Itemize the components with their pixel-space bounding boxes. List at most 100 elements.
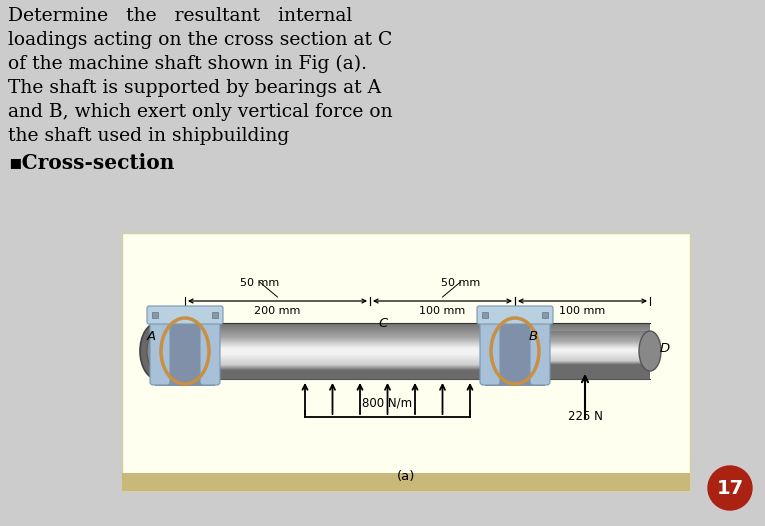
Bar: [537, 339, 650, 340]
Bar: [155, 368, 650, 369]
Bar: [537, 345, 650, 346]
Bar: [537, 359, 650, 360]
Bar: [537, 368, 650, 369]
Bar: [152, 312, 158, 318]
Text: 17: 17: [717, 479, 744, 498]
Bar: [155, 371, 650, 372]
Bar: [155, 354, 650, 355]
Bar: [155, 360, 650, 361]
Bar: [537, 348, 650, 349]
FancyBboxPatch shape: [150, 317, 170, 385]
Bar: [155, 345, 650, 346]
Bar: [537, 331, 650, 332]
Bar: [537, 347, 650, 348]
Text: A: A: [146, 330, 155, 343]
Bar: [155, 336, 650, 337]
Bar: [212, 312, 218, 318]
Bar: [155, 350, 650, 351]
Bar: [537, 346, 650, 347]
Bar: [155, 341, 650, 342]
Text: ▪Cross-section: ▪Cross-section: [8, 153, 174, 173]
Bar: [155, 349, 650, 350]
Bar: [537, 364, 650, 365]
Bar: [155, 337, 650, 338]
Bar: [122, 473, 690, 491]
Bar: [155, 323, 650, 324]
Bar: [155, 334, 650, 335]
Bar: [537, 333, 650, 334]
Bar: [155, 340, 650, 341]
FancyBboxPatch shape: [480, 317, 500, 385]
Text: 200 mm: 200 mm: [254, 306, 301, 316]
FancyBboxPatch shape: [200, 317, 220, 385]
Text: and B, which exert only vertical force on: and B, which exert only vertical force o…: [8, 103, 392, 121]
Bar: [155, 366, 650, 367]
Text: 225 N: 225 N: [568, 410, 602, 423]
FancyBboxPatch shape: [477, 306, 553, 324]
Bar: [155, 338, 650, 339]
Bar: [155, 356, 650, 357]
Bar: [537, 358, 650, 359]
Text: D: D: [660, 342, 670, 356]
Bar: [155, 369, 650, 370]
Bar: [542, 312, 548, 318]
Bar: [537, 353, 650, 354]
Bar: [537, 367, 650, 368]
FancyBboxPatch shape: [530, 317, 550, 385]
Text: 100 mm: 100 mm: [559, 306, 606, 316]
Bar: [155, 364, 650, 365]
Bar: [537, 356, 650, 357]
Bar: [537, 349, 650, 350]
Bar: [155, 358, 650, 359]
Bar: [155, 352, 650, 353]
Bar: [155, 324, 650, 325]
Bar: [155, 357, 650, 358]
Bar: [155, 346, 650, 347]
Bar: [155, 376, 650, 377]
Bar: [537, 370, 650, 371]
Text: 800 N/m: 800 N/m: [363, 396, 412, 409]
Bar: [537, 355, 650, 356]
Bar: [537, 343, 650, 344]
Bar: [155, 377, 650, 378]
Bar: [155, 359, 650, 360]
Bar: [155, 328, 650, 329]
Ellipse shape: [140, 323, 174, 379]
Text: Determine   the   resultant   internal: Determine the resultant internal: [8, 7, 352, 25]
Bar: [155, 316, 215, 386]
Bar: [155, 332, 650, 333]
Text: loadings acting on the cross section at C: loadings acting on the cross section at …: [8, 31, 392, 49]
Text: of the machine shaft shown in Fig (a).: of the machine shaft shown in Fig (a).: [8, 55, 367, 73]
Text: (a): (a): [397, 470, 415, 483]
Bar: [155, 347, 650, 348]
Bar: [537, 336, 650, 337]
FancyBboxPatch shape: [147, 306, 223, 324]
Ellipse shape: [147, 331, 167, 370]
Bar: [155, 343, 650, 344]
Bar: [155, 355, 650, 356]
Bar: [537, 334, 650, 335]
Bar: [537, 341, 650, 342]
Bar: [155, 344, 650, 345]
Bar: [537, 350, 650, 351]
Bar: [482, 312, 488, 318]
Bar: [537, 354, 650, 355]
Bar: [155, 367, 650, 368]
Bar: [122, 233, 690, 491]
Bar: [155, 353, 650, 354]
Bar: [537, 332, 650, 333]
Bar: [155, 326, 650, 327]
Text: The shaft is supported by bearings at A: The shaft is supported by bearings at A: [8, 79, 381, 97]
Bar: [155, 361, 650, 362]
Bar: [155, 351, 650, 352]
Bar: [155, 374, 650, 375]
Bar: [155, 370, 650, 371]
Bar: [155, 335, 650, 336]
Bar: [155, 365, 650, 366]
Bar: [155, 375, 650, 376]
Bar: [155, 378, 650, 379]
Bar: [537, 362, 650, 363]
Circle shape: [708, 466, 752, 510]
Bar: [155, 372, 650, 373]
Text: 100 mm: 100 mm: [419, 306, 466, 316]
